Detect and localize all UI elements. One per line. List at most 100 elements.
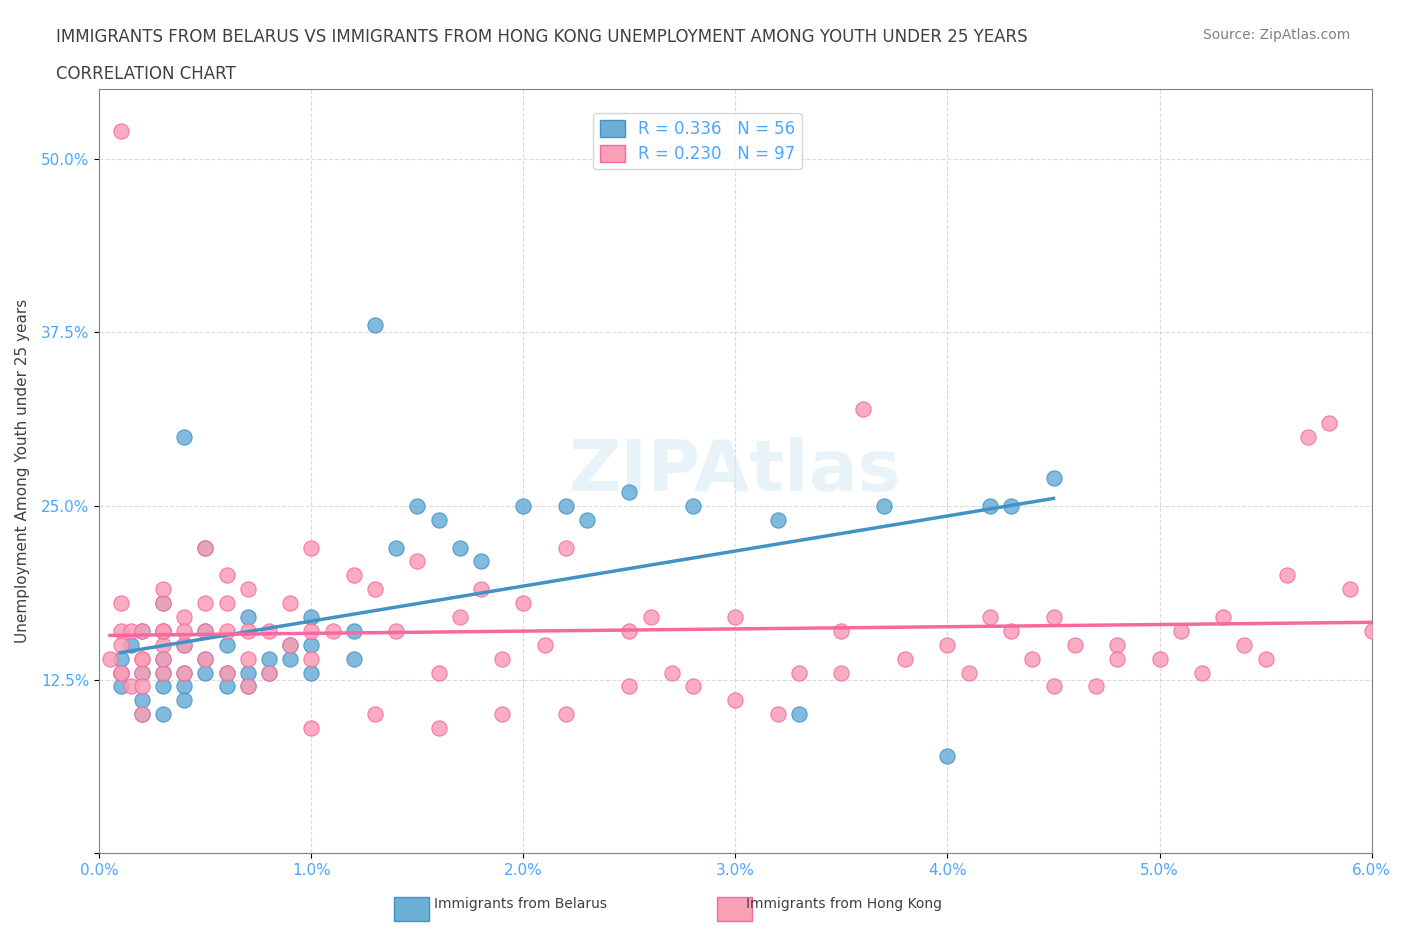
Text: IMMIGRANTS FROM BELARUS VS IMMIGRANTS FROM HONG KONG UNEMPLOYMENT AMONG YOUTH UN: IMMIGRANTS FROM BELARUS VS IMMIGRANTS FR… (56, 28, 1028, 46)
Point (470, 554, 492, 569)
Point (406, 498, 429, 513)
Point (152, 679, 174, 694)
Point (215, 596, 238, 611)
Point (257, 651, 280, 666)
Point (131, 665, 153, 680)
Point (1107, 651, 1129, 666)
Point (236, 665, 259, 680)
Point (1191, 665, 1213, 680)
Text: Source: ZipAtlas.com: Source: ZipAtlas.com (1202, 28, 1350, 42)
Point (1021, 651, 1043, 666)
Point (1042, 679, 1064, 694)
Point (120, 623, 142, 638)
Point (278, 651, 301, 666)
Point (131, 651, 153, 666)
Point (830, 665, 852, 680)
Point (427, 721, 450, 736)
Point (215, 568, 238, 583)
Point (236, 582, 259, 597)
Point (1042, 471, 1064, 485)
Point (852, 402, 875, 417)
Point (299, 609, 322, 624)
Point (152, 582, 174, 597)
Point (173, 679, 195, 694)
Point (787, 707, 810, 722)
Point (152, 596, 174, 611)
Point (364, 318, 387, 333)
Point (299, 637, 322, 652)
Point (1233, 637, 1256, 652)
Point (364, 582, 387, 597)
FancyBboxPatch shape (717, 897, 752, 921)
Point (194, 623, 217, 638)
Point (1339, 582, 1361, 597)
Point (724, 693, 747, 708)
Point (682, 498, 704, 513)
Point (152, 596, 174, 611)
Point (173, 429, 195, 444)
Point (427, 512, 450, 527)
Point (215, 679, 238, 694)
Point (619, 623, 641, 638)
Point (173, 665, 195, 680)
Point (554, 540, 576, 555)
Point (131, 707, 153, 722)
Point (1296, 429, 1319, 444)
Point (470, 582, 492, 597)
Point (152, 651, 174, 666)
Point (1170, 623, 1192, 638)
Point (1275, 568, 1298, 583)
Point (152, 665, 174, 680)
Point (110, 637, 132, 652)
Point (110, 679, 132, 694)
Point (1254, 651, 1277, 666)
Point (894, 651, 917, 666)
Y-axis label: Unemployment Among Youth under 25 years: Unemployment Among Youth under 25 years (15, 299, 30, 644)
Point (1084, 679, 1107, 694)
Point (278, 596, 301, 611)
Point (979, 498, 1001, 513)
Point (278, 637, 301, 652)
FancyBboxPatch shape (394, 897, 429, 921)
Text: CORRELATION CHART: CORRELATION CHART (56, 65, 236, 83)
Point (236, 679, 259, 694)
Point (131, 651, 153, 666)
Point (194, 540, 217, 555)
Point (299, 665, 322, 680)
Point (1212, 609, 1234, 624)
Point (533, 637, 555, 652)
Point (640, 609, 662, 624)
Point (957, 665, 980, 680)
Point (173, 637, 195, 652)
Point (215, 665, 238, 680)
Point (152, 623, 174, 638)
Point (512, 498, 534, 513)
Point (152, 651, 174, 666)
Point (152, 623, 174, 638)
Point (491, 651, 513, 666)
Point (343, 651, 366, 666)
Point (257, 623, 280, 638)
Point (406, 554, 429, 569)
Point (120, 679, 142, 694)
Point (110, 665, 132, 680)
Point (110, 651, 132, 666)
Point (1042, 609, 1064, 624)
Point (364, 707, 387, 722)
Point (194, 540, 217, 555)
Point (152, 665, 174, 680)
Point (619, 485, 641, 499)
Point (554, 707, 576, 722)
Point (322, 623, 344, 638)
Point (1317, 415, 1340, 430)
Point (554, 498, 576, 513)
Point (766, 512, 789, 527)
Point (131, 707, 153, 722)
Point (299, 721, 322, 736)
Point (236, 609, 259, 624)
Point (979, 609, 1001, 624)
Point (491, 707, 513, 722)
Point (299, 623, 322, 638)
Point (215, 623, 238, 638)
Point (257, 665, 280, 680)
